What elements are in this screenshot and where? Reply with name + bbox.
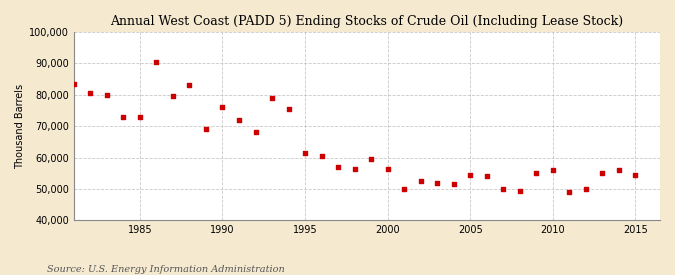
Point — [333, 165, 344, 169]
Text: Source: U.S. Energy Information Administration: Source: U.S. Energy Information Administ… — [47, 265, 285, 274]
Point — [614, 168, 624, 172]
Point — [217, 105, 228, 109]
Point — [382, 166, 393, 171]
Point — [234, 118, 244, 122]
Point — [531, 171, 541, 175]
Point — [580, 187, 591, 191]
Point — [167, 94, 178, 98]
Point — [432, 180, 443, 185]
Point — [151, 60, 162, 64]
Point — [200, 127, 211, 131]
Point — [283, 107, 294, 111]
Title: Annual West Coast (PADD 5) Ending Stocks of Crude Oil (Including Lease Stock): Annual West Coast (PADD 5) Ending Stocks… — [111, 15, 624, 28]
Point — [514, 188, 525, 193]
Point — [250, 130, 261, 135]
Point — [547, 168, 558, 172]
Point — [118, 115, 129, 119]
Point — [134, 115, 145, 119]
Y-axis label: Thousand Barrels: Thousand Barrels — [15, 84, 25, 169]
Point — [415, 179, 426, 183]
Point — [597, 171, 608, 175]
Point — [399, 187, 410, 191]
Point — [68, 82, 79, 86]
Point — [465, 173, 476, 177]
Point — [184, 83, 195, 87]
Point — [497, 187, 508, 191]
Point — [300, 151, 310, 155]
Point — [481, 174, 492, 179]
Point — [316, 154, 327, 158]
Point — [366, 157, 377, 161]
Point — [85, 91, 96, 95]
Point — [630, 173, 641, 177]
Point — [349, 166, 360, 171]
Point — [101, 93, 112, 97]
Point — [267, 96, 277, 100]
Point — [564, 190, 574, 194]
Point — [448, 182, 459, 186]
